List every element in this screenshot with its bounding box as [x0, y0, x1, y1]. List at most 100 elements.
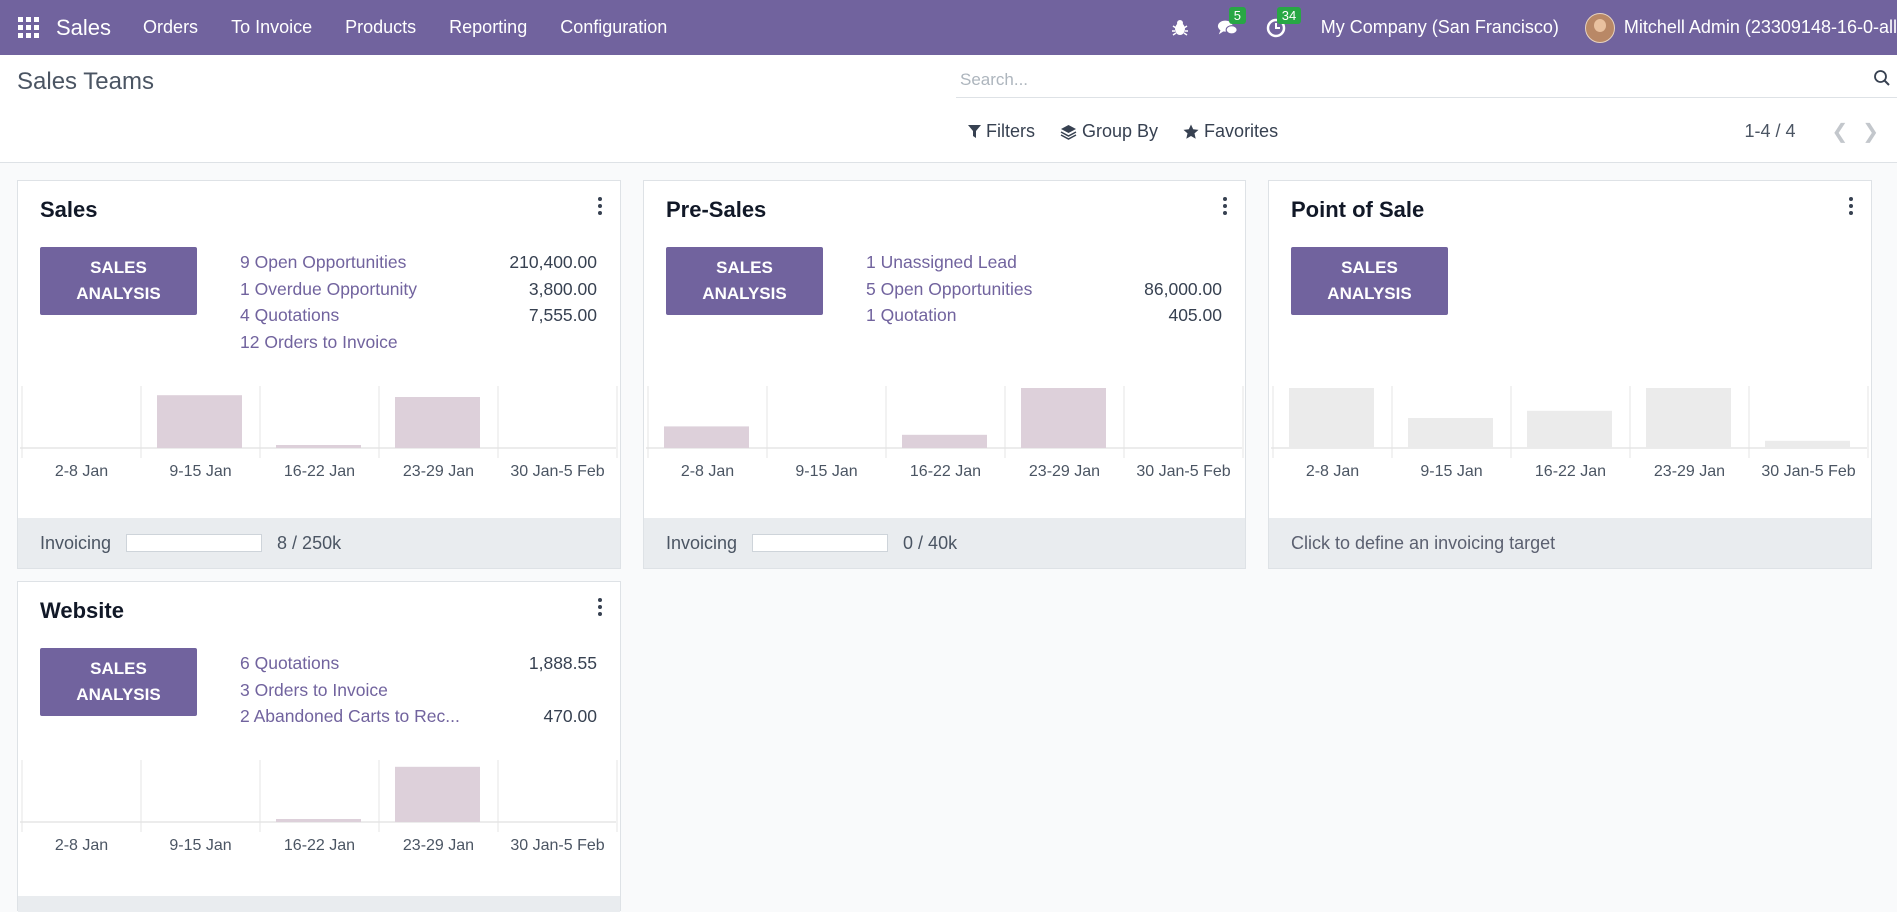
sales-analysis-button[interactable]: SALES ANALYSIS — [40, 247, 197, 315]
menu-orders[interactable]: Orders — [143, 17, 199, 37]
favorites-label: Favorites — [1204, 121, 1279, 141]
filter-icon — [968, 124, 981, 138]
invoicing-progress-bar[interactable] — [752, 534, 889, 552]
team-bar-chart[interactable]: 2-8 Jan 9-15 Jan 16-22 Jan 23-29 Jan 30 Jan-… — [20, 760, 620, 870]
menu-configuration[interactable]: Configuration — [560, 17, 668, 37]
invoicing-value[interactable]: 8 / 250k — [277, 532, 342, 553]
chart-x-tick-label: 9-15 Jan — [1420, 463, 1482, 480]
chart-x-tick-label: 30 Jan-5 Feb — [510, 837, 604, 854]
chart-x-tick-label: 16-22 Jan — [1535, 463, 1606, 480]
search-input[interactable] — [958, 67, 1842, 93]
chart-bar[interactable] — [395, 397, 480, 448]
chart-bar[interactable] — [1527, 410, 1612, 448]
stat-row[interactable]: 1 Unassigned Lead — [866, 252, 1017, 272]
chart-x-tick-label: 16-22 Jan — [284, 463, 355, 480]
chart-bar[interactable] — [1289, 388, 1374, 448]
messages-count-badge: 5 — [1228, 6, 1246, 24]
chart-x-tick-label: 2-8 Jan — [55, 837, 108, 854]
sales-analysis-button[interactable]: SALES ANALYSIS — [1291, 247, 1448, 315]
chart-x-tick-label: 2-8 Jan — [1306, 463, 1359, 480]
pager: 1-4 / 4 ❮ ❯ — [1744, 119, 1879, 144]
chart-bar[interactable] — [1646, 388, 1731, 448]
team-title[interactable]: Sales — [40, 197, 98, 222]
team-stats: 1 Unassigned Lead 5 Open Opportunities 86… — [866, 249, 1222, 329]
stat-row[interactable]: 6 Quotations 1,888.55 — [240, 653, 597, 673]
invoicing-footer: Invoicing 8 / 250k — [18, 518, 620, 568]
invoicing-footer: Invoicing 0 / 40k — [644, 518, 1245, 568]
debug-bug-icon[interactable] — [1169, 17, 1191, 39]
user-avatar[interactable] — [1584, 12, 1615, 43]
top-navbar: Sales Orders To Invoice Products Reporti… — [0, 0, 1897, 55]
team-bar-chart[interactable]: 2-8 Jan 9-15 Jan 16-22 Jan 23-29 Jan 30 Jan-… — [1271, 386, 1871, 496]
stat-row[interactable]: 12 Orders to Invoice — [240, 331, 398, 352]
chart-x-tick-label: 30 Jan-5 Feb — [1136, 463, 1230, 480]
team-card-website[interactable]: Website SALES ANALYSIS 6 Quotations 1,888.… — [17, 581, 621, 912]
company-switcher[interactable]: My Company (San Francisco) — [1320, 17, 1559, 37]
messages-icon[interactable]: 5 — [1217, 6, 1246, 39]
stat-row[interactable]: 4 Quotations 7,555.00 — [240, 305, 597, 325]
kebab-menu-icon[interactable] — [598, 197, 602, 218]
team-title[interactable]: Website — [40, 598, 124, 623]
chart-x-tick-label: 16-22 Jan — [284, 837, 355, 854]
menu-to-invoice[interactable]: To Invoice — [231, 17, 313, 37]
stat-row[interactable]: 1 Overdue Opportunity 3,800.00 — [240, 278, 597, 299]
chart-bar[interactable] — [902, 434, 987, 448]
team-bar-chart[interactable]: 2-8 Jan 9-15 Jan 16-22 Jan 23-29 Jan 30 Jan-… — [20, 386, 620, 496]
chevron-right-icon[interactable]: ❯ — [1862, 121, 1879, 143]
stat-row[interactable]: 1 Quotation 405.00 — [866, 305, 1222, 325]
star-icon — [1183, 124, 1199, 139]
user-menu[interactable]: Mitchell Admin (23309148-16-0-all — [1623, 17, 1897, 37]
chart-bar[interactable] — [1021, 388, 1106, 448]
chart-x-tick-label: 30 Jan-5 Feb — [1761, 463, 1855, 480]
team-title[interactable]: Point of Sale — [1291, 197, 1425, 222]
apps-menu-icon[interactable] — [18, 16, 40, 39]
chart-x-tick-label: 23-29 Jan — [403, 463, 474, 480]
team-card-pre-sales[interactable]: Pre-Sales SALES ANALYSIS 1 Unassigned Lea… — [643, 180, 1246, 569]
define-invoicing-target-link[interactable]: Click to define an invoicing target — [1291, 532, 1556, 553]
sales-analysis-button[interactable]: SALES ANALYSIS — [40, 648, 197, 716]
invoicing-progress-bar[interactable] — [126, 534, 263, 552]
team-card-sales[interactable]: Sales SALES ANALYSIS 9 Open Opportunities… — [17, 180, 621, 569]
chart-bar[interactable] — [276, 445, 361, 448]
chart-x-tick-label: 9-15 Jan — [169, 837, 231, 854]
sales-analysis-button[interactable]: SALES ANALYSIS — [666, 247, 823, 315]
card-footer-strip — [18, 896, 620, 912]
menu-reporting[interactable]: Reporting — [449, 17, 528, 37]
search-icon[interactable] — [1873, 69, 1891, 92]
team-card-point-of-sale[interactable]: Point of Sale SALES ANALYSIS 2-8 Jan 9-15 … — [1268, 180, 1872, 569]
kebab-menu-icon[interactable] — [598, 598, 602, 619]
team-title[interactable]: Pre-Sales — [666, 197, 767, 222]
chart-bar[interactable] — [157, 395, 242, 448]
menu-products[interactable]: Products — [345, 17, 417, 37]
chart-x-tick-label: 9-15 Jan — [169, 463, 231, 480]
stat-row[interactable]: 3 Orders to Invoice — [240, 679, 388, 700]
stat-row[interactable]: 9 Open Opportunities 210,400.00 — [240, 252, 597, 272]
layers-icon — [1060, 124, 1077, 140]
filters-button[interactable]: Filters — [968, 121, 1035, 142]
activities-clock-icon[interactable]: 34 — [1265, 6, 1302, 39]
chart-bar[interactable] — [276, 819, 361, 822]
chevron-left-icon[interactable]: ❮ — [1831, 121, 1849, 143]
chart-bar[interactable] — [1408, 418, 1493, 448]
stat-row[interactable]: 2 Abandoned Carts to Rec... 470.00 — [240, 706, 597, 726]
favorites-button[interactable]: Favorites — [1183, 121, 1278, 142]
page-title: Sales Teams — [17, 68, 154, 95]
group-by-button[interactable]: Group By — [1060, 121, 1158, 142]
chart-bar[interactable] — [395, 766, 480, 822]
team-bar-chart[interactable]: 2-8 Jan 9-15 Jan 16-22 Jan 23-29 Jan 30 Jan-… — [646, 386, 1246, 496]
invoicing-value[interactable]: 0 / 40k — [903, 532, 958, 553]
search-options: Filters Group By Favorites — [968, 121, 1303, 142]
invoicing-label: Invoicing — [666, 532, 738, 553]
kebab-menu-icon[interactable] — [1223, 197, 1227, 218]
stat-row[interactable]: 5 Open Opportunities 86,000.00 — [866, 278, 1222, 299]
activities-count-badge: 34 — [1276, 6, 1302, 24]
chart-bar[interactable] — [1765, 440, 1850, 448]
chart-x-tick-label: 2-8 Jan — [55, 463, 108, 480]
filters-label: Filters — [986, 121, 1035, 141]
app-brand[interactable]: Sales — [56, 14, 112, 40]
invoicing-footer: Click to define an invoicing target — [1269, 518, 1871, 568]
pager-value[interactable]: 1-4 / 4 — [1744, 121, 1796, 141]
kebab-menu-icon[interactable] — [1849, 197, 1853, 218]
chart-x-tick-label: 30 Jan-5 Feb — [510, 463, 604, 480]
chart-bar[interactable] — [664, 426, 749, 448]
